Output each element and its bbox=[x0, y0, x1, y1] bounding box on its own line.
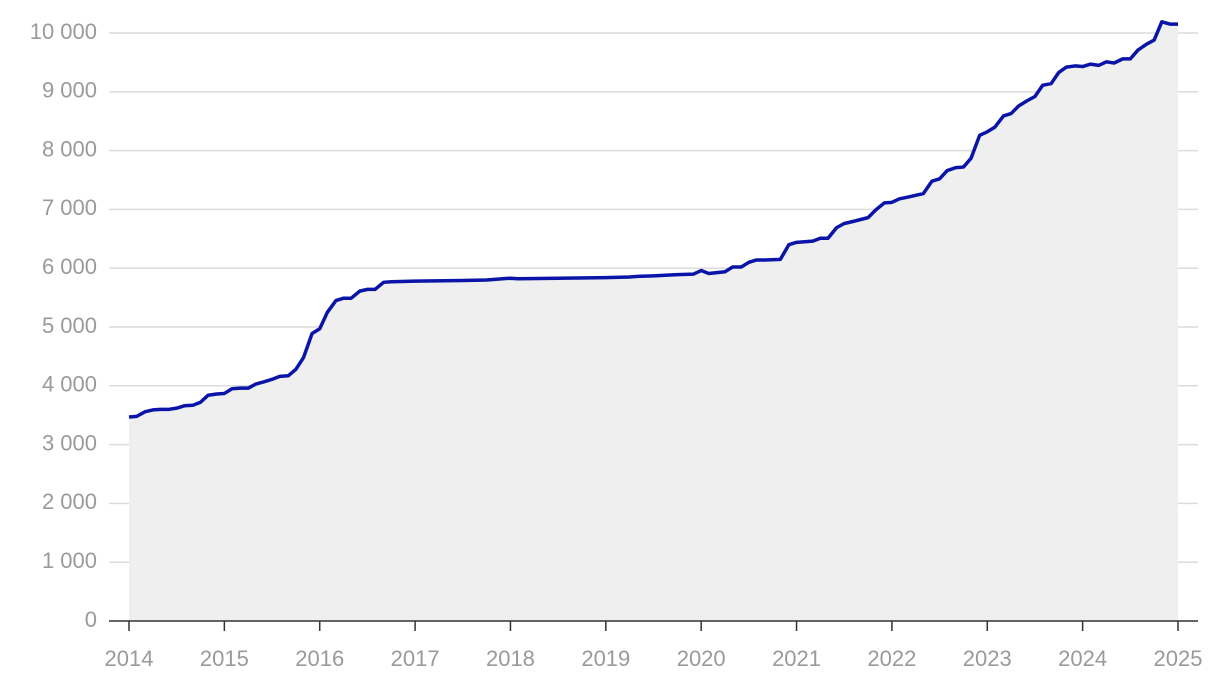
y-tick-label: 8 000 bbox=[42, 136, 97, 161]
x-tick-label: 2022 bbox=[867, 646, 916, 671]
y-tick-label: 9 000 bbox=[42, 78, 97, 103]
x-tick-label: 2019 bbox=[581, 646, 630, 671]
y-tick-label: 1 000 bbox=[42, 548, 97, 573]
x-tick-label: 2023 bbox=[963, 646, 1012, 671]
x-tick-label: 2015 bbox=[200, 646, 249, 671]
area bbox=[129, 21, 1178, 621]
y-tick-label: 10 000 bbox=[30, 19, 97, 44]
x-tick-label: 2025 bbox=[1154, 646, 1203, 671]
line bbox=[128, 20, 1178, 419]
y-tick-label: 7 000 bbox=[42, 195, 97, 220]
y-tick-label: 6 000 bbox=[42, 254, 97, 279]
y-tick-label: 5 000 bbox=[42, 313, 97, 338]
y-tick-label: 4 000 bbox=[42, 372, 97, 397]
x-tick-label: 2018 bbox=[486, 646, 535, 671]
y-tick-label: 0 bbox=[85, 607, 97, 632]
y-tick-label: 3 000 bbox=[42, 430, 97, 455]
x-tick-label: 2021 bbox=[772, 646, 821, 671]
y-tick-label: 2 000 bbox=[42, 489, 97, 514]
x-tick-label: 2017 bbox=[391, 646, 440, 671]
x-tick-label: 2020 bbox=[677, 646, 726, 671]
x-tick-label: 2016 bbox=[295, 646, 344, 671]
x-tick-label: 2014 bbox=[105, 646, 154, 671]
x-tick-label: 2024 bbox=[1058, 646, 1107, 671]
